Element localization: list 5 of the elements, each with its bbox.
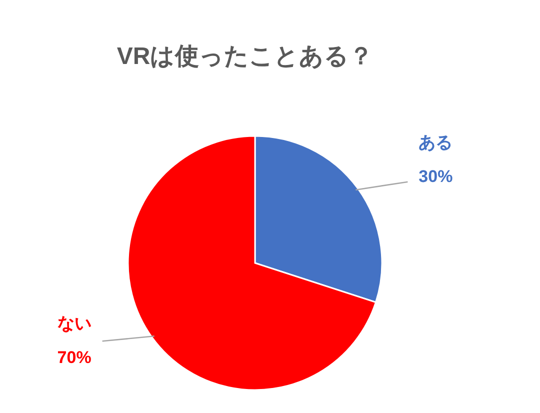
- data-label: 70%: [57, 348, 92, 368]
- slice-label: ない: [57, 314, 92, 334]
- slice-label: ある: [418, 132, 453, 152]
- chart-title: VRは使ったことある？: [116, 43, 374, 70]
- data-label: 30%: [418, 166, 453, 186]
